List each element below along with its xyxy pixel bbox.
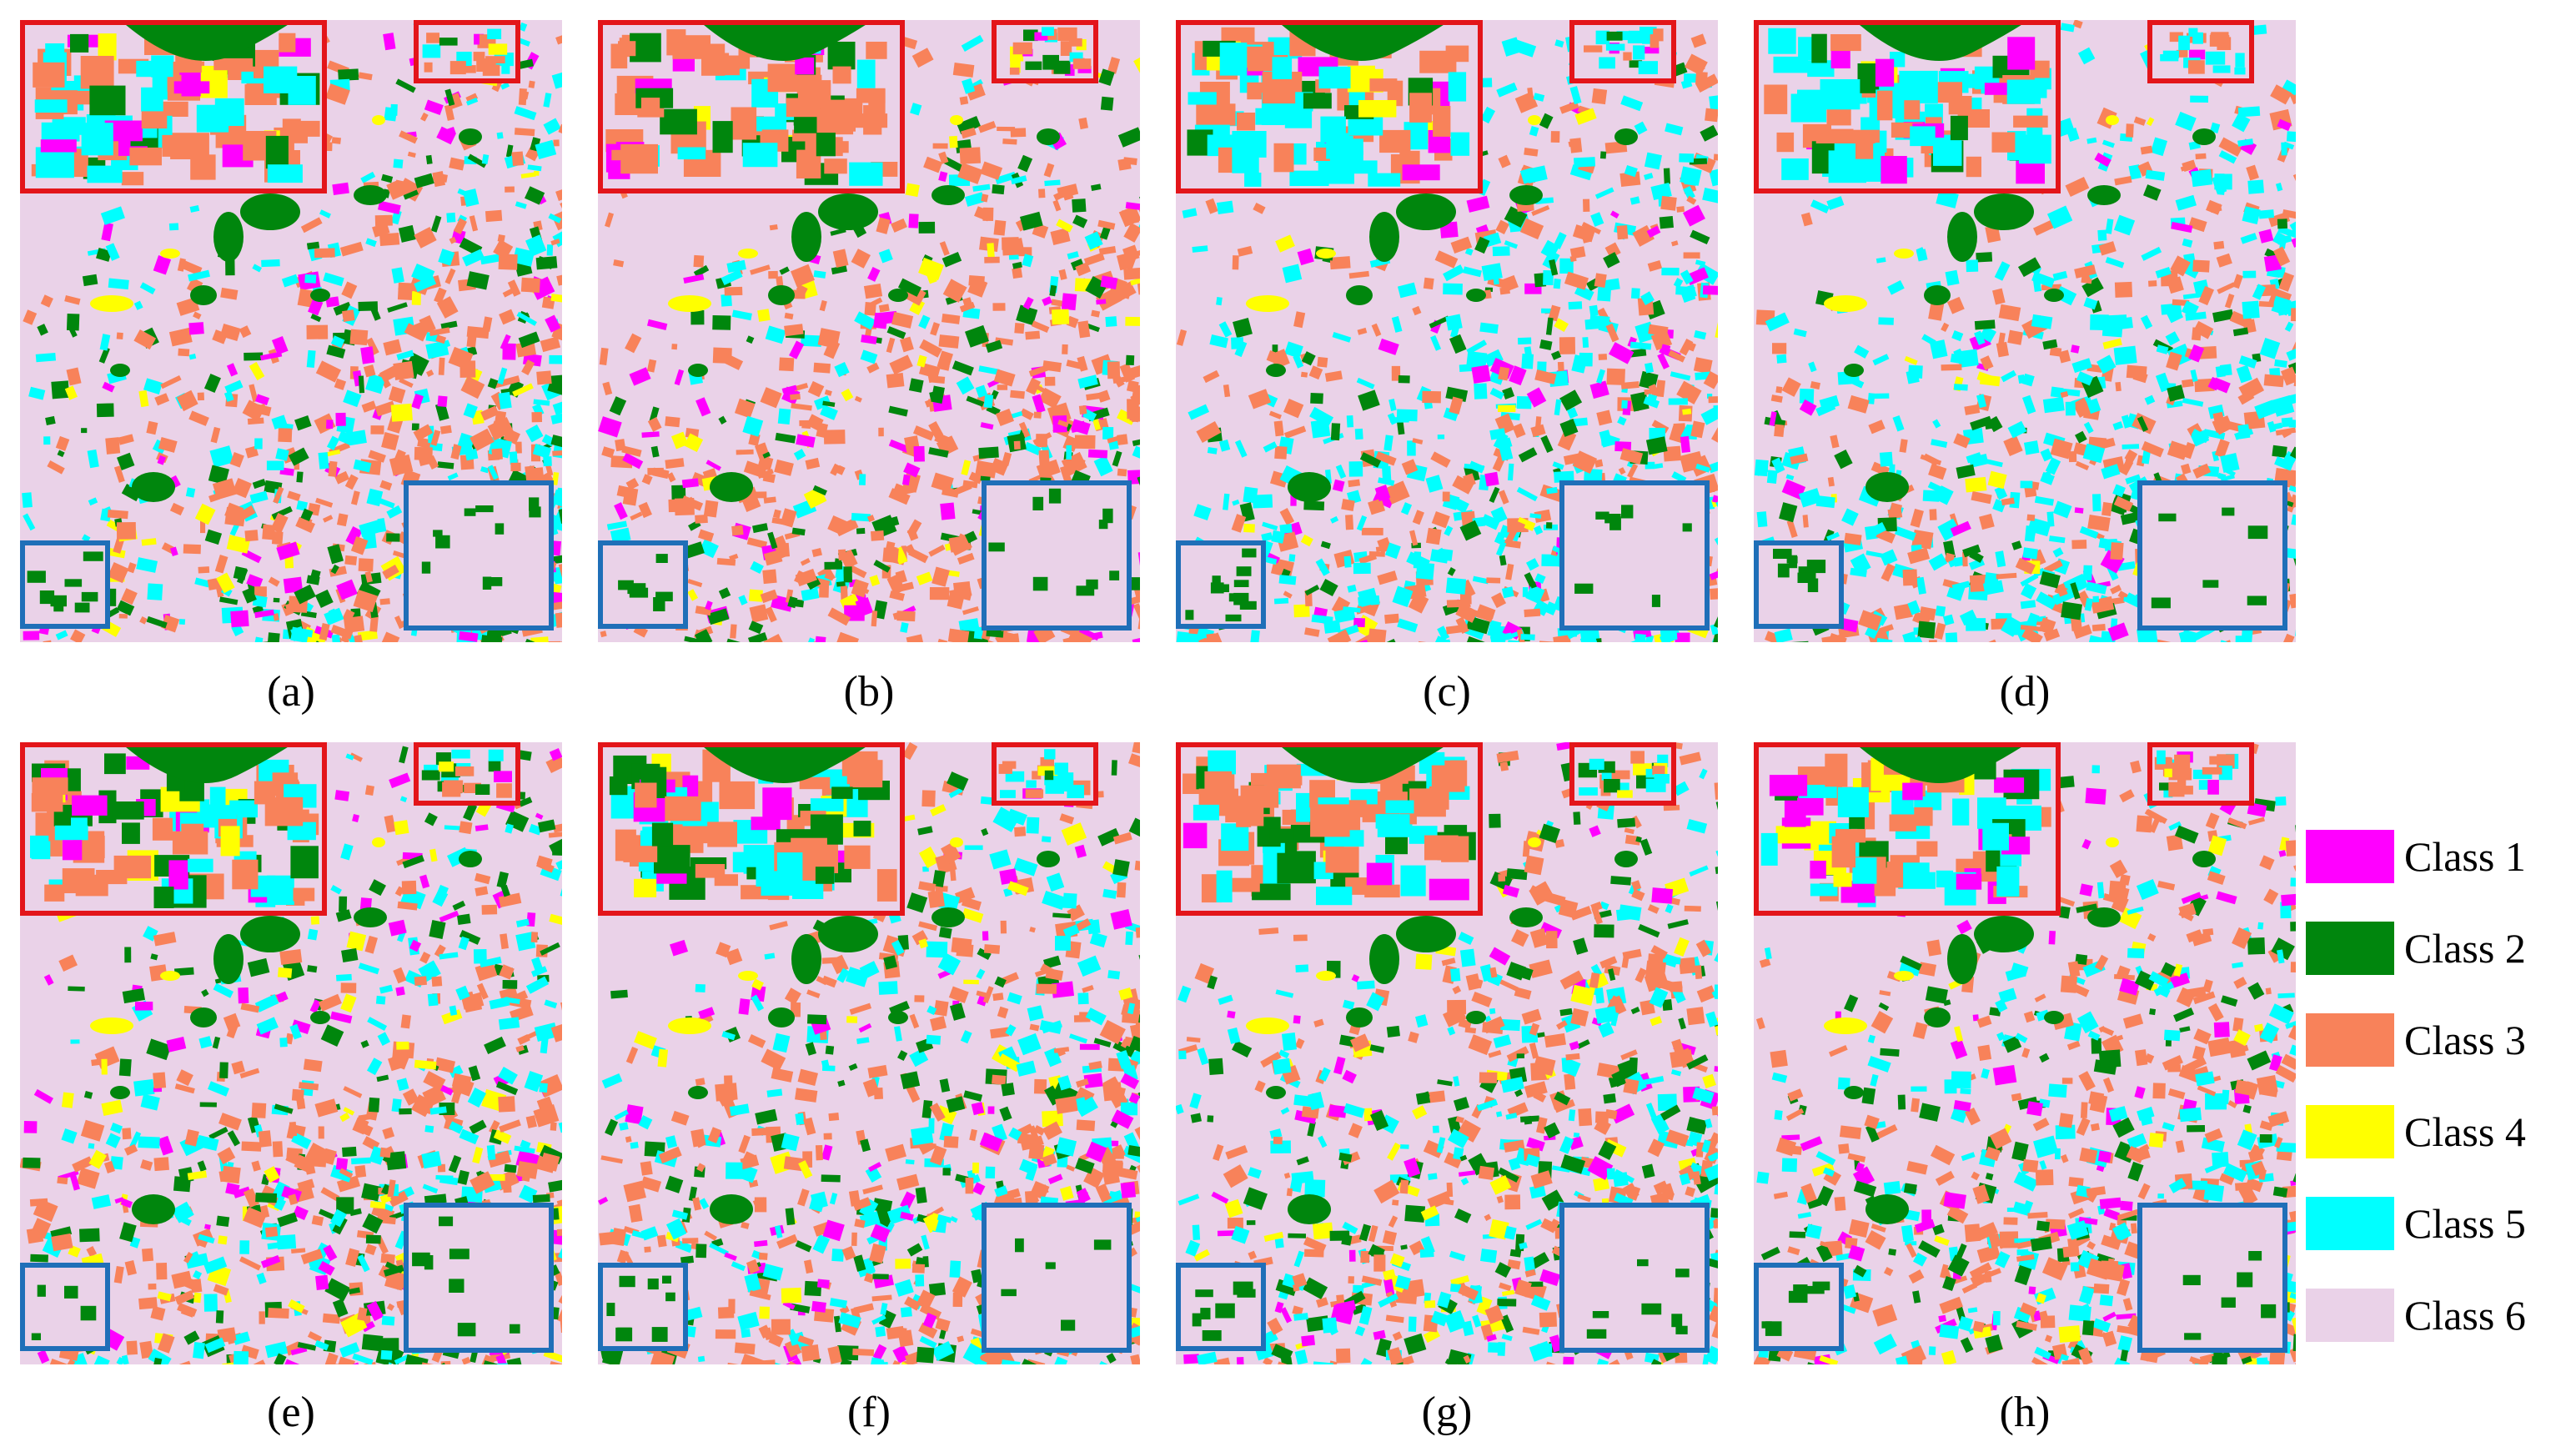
legend-item-class-1: Class 1: [2306, 830, 2564, 883]
panel-caption-a: (a): [267, 668, 315, 716]
legend-label-class-3: Class 3: [2404, 1017, 2526, 1063]
legend-label-class-4: Class 4: [2404, 1108, 2526, 1155]
classification-map-a: [20, 20, 562, 642]
legend-item-class-3: Class 3: [2306, 1013, 2564, 1067]
legend-label-class-5: Class 5: [2404, 1200, 2526, 1247]
classification-map-h: [1754, 742, 2296, 1364]
panel-caption-g: (g): [1421, 1389, 1473, 1436]
classification-map-d: [1754, 20, 2296, 642]
classification-map-f: [598, 742, 1140, 1364]
panel-caption-e: (e): [267, 1389, 315, 1436]
legend-label-class-1: Class 1: [2404, 833, 2526, 880]
panel-caption-b: (b): [843, 668, 895, 716]
map-panel-e: [20, 742, 562, 1364]
panel-caption-f: (f): [847, 1389, 891, 1436]
classification-map-b: [598, 20, 1140, 642]
legend-swatch-class-5: [2306, 1197, 2394, 1250]
panel-caption-d: (d): [1999, 668, 2051, 716]
panel-caption-c: (c): [1423, 668, 1471, 716]
legend-item-class-4: Class 4: [2306, 1105, 2564, 1158]
map-panel-b: [598, 20, 1140, 642]
legend-swatch-class-4: [2306, 1105, 2394, 1158]
panel-caption-h: (h): [1999, 1389, 2051, 1436]
map-panel-c: [1176, 20, 1718, 642]
legend-item-class-6: Class 6: [2306, 1289, 2564, 1342]
legend-swatch-class-3: [2306, 1013, 2394, 1067]
legend-label-class-6: Class 6: [2404, 1292, 2526, 1339]
legend-swatch-class-6: [2306, 1289, 2394, 1342]
classification-map-e: [20, 742, 562, 1364]
classification-map-g: [1176, 742, 1718, 1364]
map-panel-f: [598, 742, 1140, 1364]
legend-swatch-class-2: [2306, 922, 2394, 975]
legend-label-class-2: Class 2: [2404, 925, 2526, 972]
map-panel-a: [20, 20, 562, 642]
legend-item-class-2: Class 2: [2306, 922, 2564, 975]
map-panel-h: [1754, 742, 2296, 1364]
legend-swatch-class-1: [2306, 830, 2394, 883]
map-panel-d: [1754, 20, 2296, 642]
classification-map-c: [1176, 20, 1718, 642]
map-panel-g: [1176, 742, 1718, 1364]
legend-item-class-5: Class 5: [2306, 1197, 2564, 1250]
